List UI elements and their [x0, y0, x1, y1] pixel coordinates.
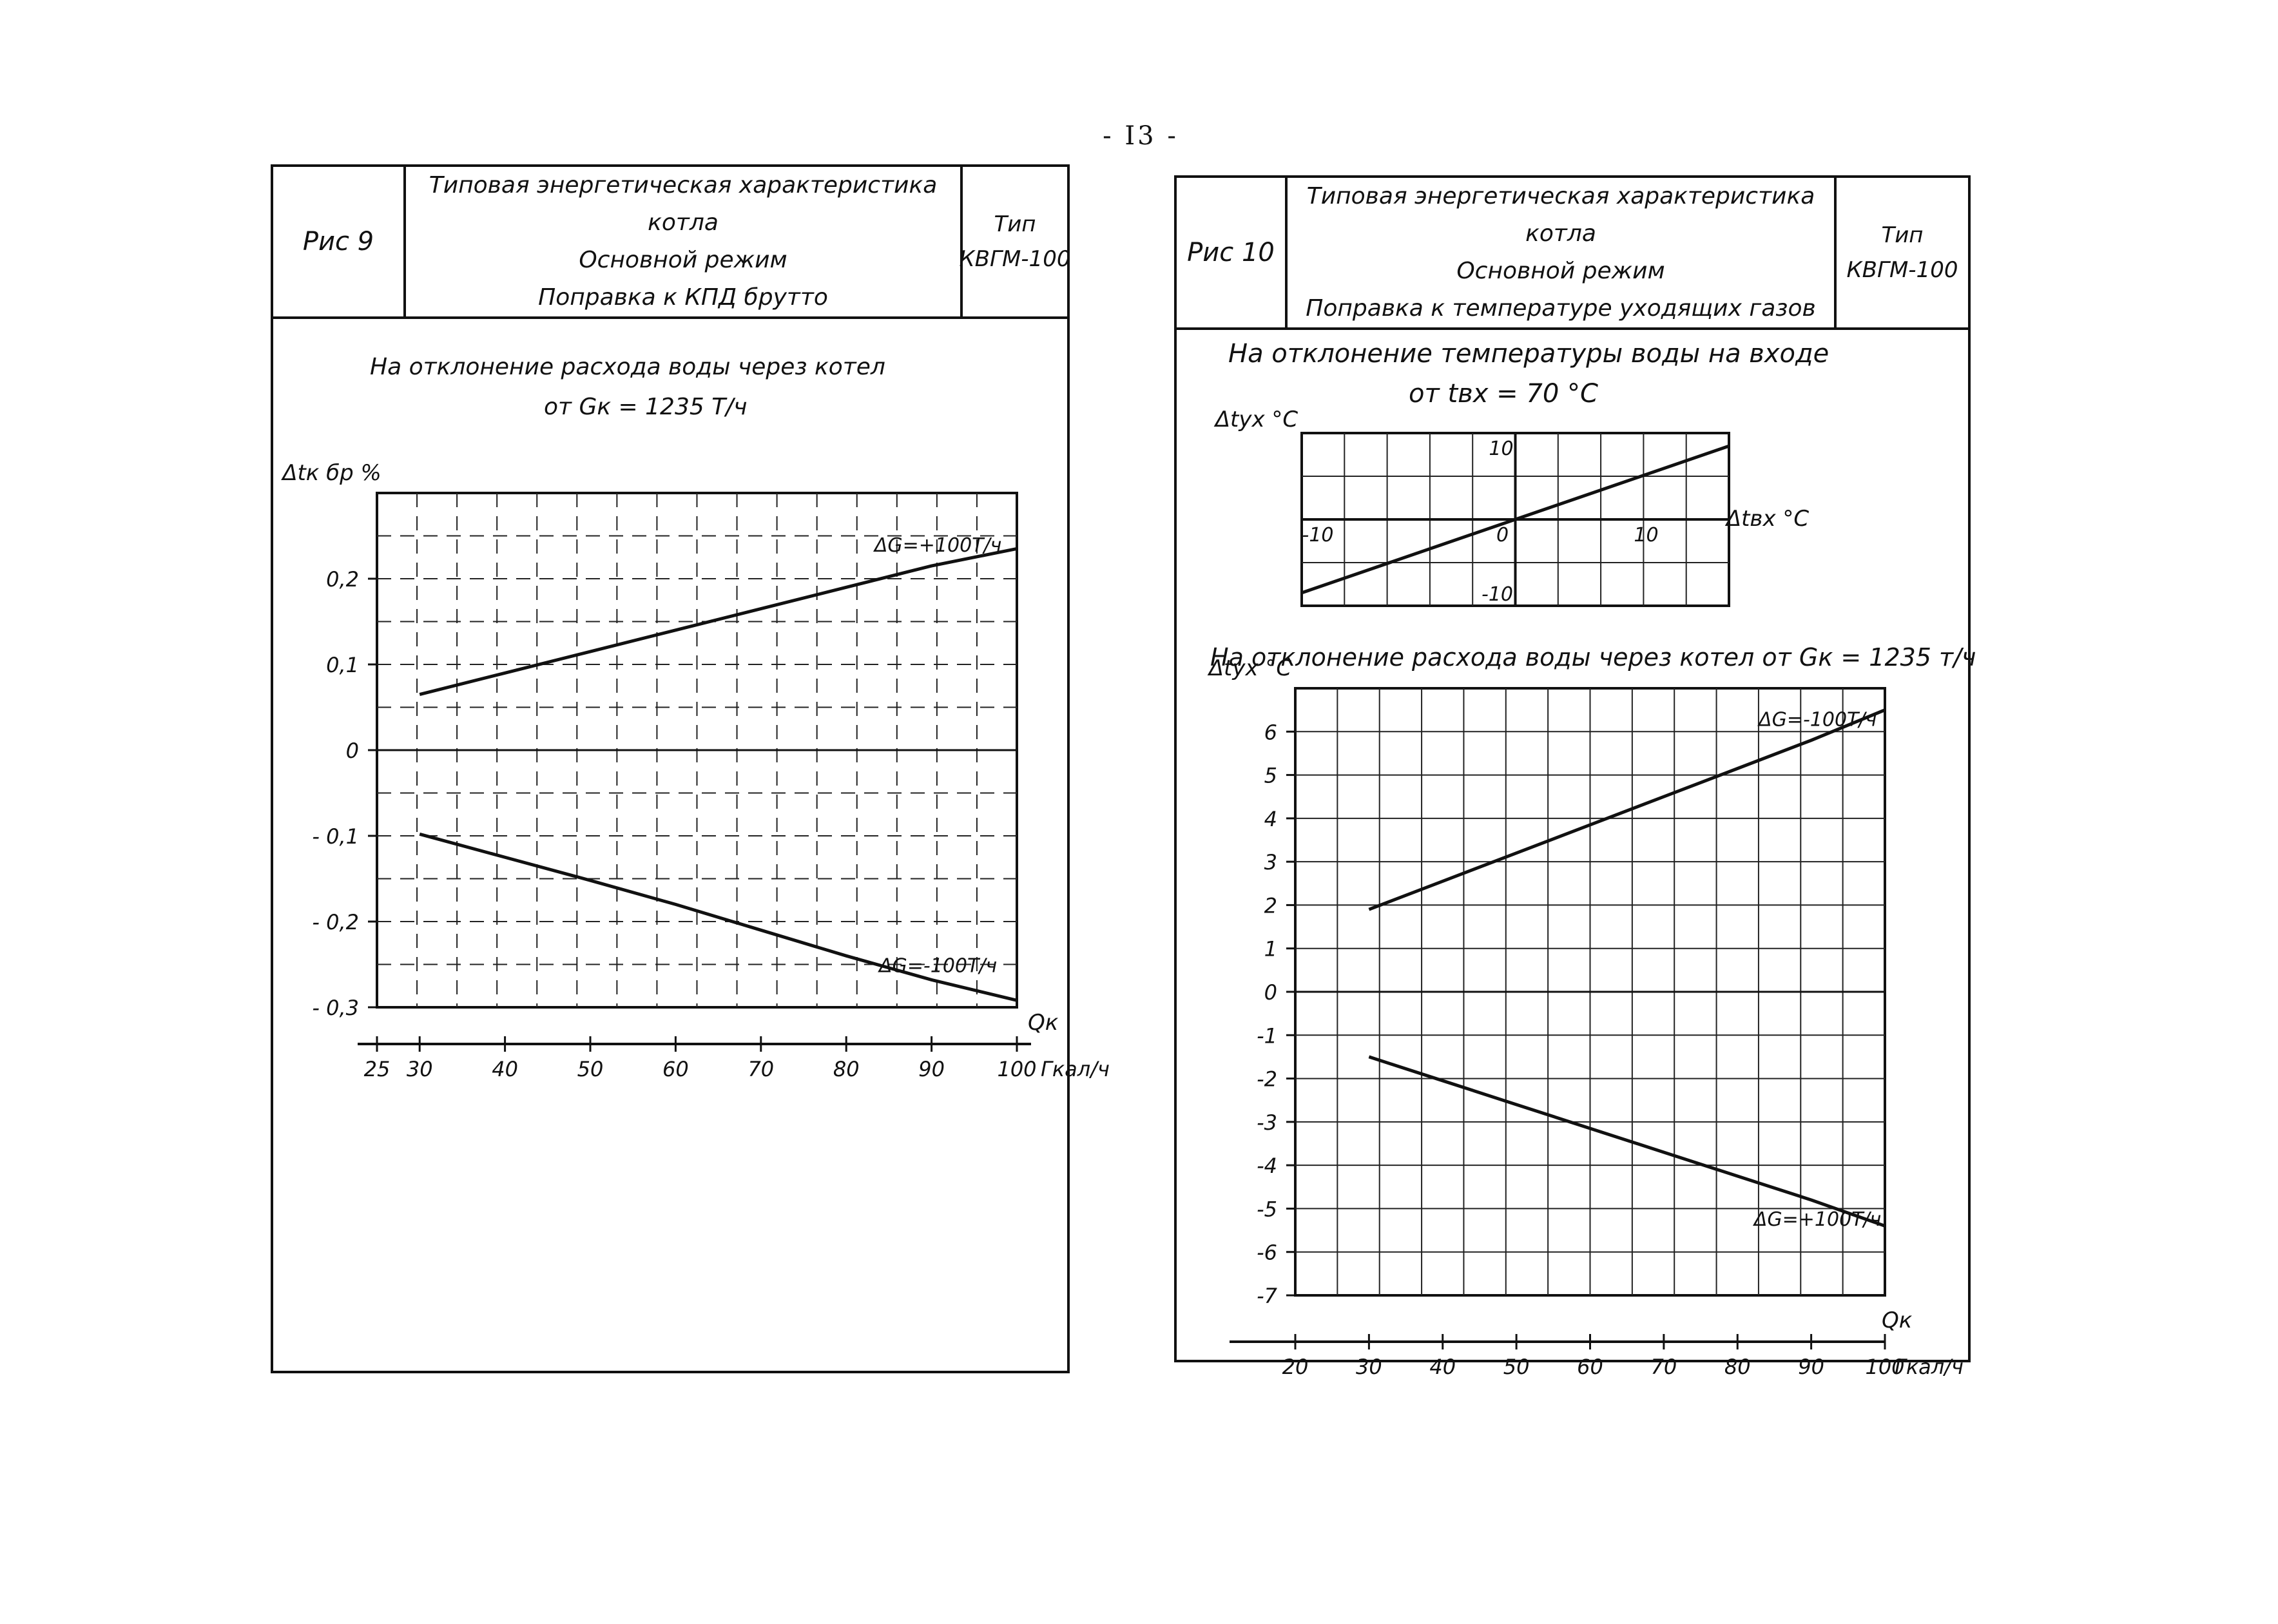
series-label: ΔG=+100Т/ч: [1753, 1208, 1881, 1231]
y-axis-label: Δtк бр %: [280, 460, 381, 486]
series-line: [1368, 1055, 1886, 1228]
page-number: - I3 -: [1103, 121, 1179, 151]
chart-caption-line: На отклонение температуры воды на входе: [1228, 339, 1829, 369]
series-line: [419, 546, 1018, 696]
x-tick-label: 30: [407, 1057, 433, 1081]
x-tick-label: 100: [997, 1057, 1036, 1081]
x-tick-label: 60: [662, 1057, 689, 1081]
chart-caption-line: На отклонение расхода воды через котел о…: [1210, 643, 1976, 672]
y-tick-label: 0: [346, 739, 359, 763]
x-tick-label: 50: [577, 1057, 604, 1081]
x-axis-label: Δtвх °С: [1724, 506, 1810, 532]
title-line: Основной режим: [1456, 258, 1665, 284]
title-block: Рис 9 Типовая энергетическая характерист…: [273, 167, 1071, 319]
x-tick-label: 40: [1429, 1355, 1456, 1379]
x-tick-label: 90: [1798, 1355, 1824, 1379]
title-block: Рис 10 Типовая энергетическая характерис…: [1177, 178, 1968, 330]
figure-number: Рис 9: [273, 167, 406, 316]
y-tick-label: -10: [1482, 583, 1513, 606]
y-tick-label: - 0,3: [312, 996, 359, 1020]
y-tick-label: - 0,1: [312, 824, 359, 849]
chart-caption-line: от Gк = 1235 Т/ч: [544, 394, 748, 420]
title-line: Поправка к температуре уходящих газов: [1306, 295, 1816, 322]
title-line: Основной режим: [579, 247, 787, 273]
x-tick-label: 80: [1724, 1355, 1751, 1379]
x-tick-label: 100: [1865, 1355, 1904, 1379]
y-tick-label: 2: [1264, 893, 1277, 918]
chart-caption-line: от tвх = 70 °С: [1409, 379, 1598, 409]
series-line: [1301, 444, 1730, 595]
type-line: КВГМ-100: [1846, 257, 1958, 283]
x-unit-label: Гкал/ч: [1895, 1355, 1964, 1379]
y-tick-label: 6: [1264, 720, 1277, 744]
figure-title: Типовая энергетическая характеристика ко…: [1288, 178, 1837, 327]
series-label: ΔG=-100Т/ч: [878, 954, 997, 977]
y-tick-label: -4: [1257, 1154, 1277, 1178]
boiler-type: Тип КВГМ-100: [1837, 178, 1968, 327]
x-tick-label: 70: [1651, 1355, 1677, 1379]
x-tick-label: 70: [748, 1057, 774, 1081]
x-tick-label: 10: [1634, 524, 1658, 546]
figure-title: Типовая энергетическая характеристика ко…: [406, 167, 963, 316]
x-tick-label: 50: [1503, 1355, 1530, 1379]
y-tick-label: 10: [1489, 438, 1513, 460]
figure-number: Рис 10: [1177, 178, 1288, 327]
type-line: Тип: [1881, 222, 1924, 248]
y-tick-label: 0,2: [326, 567, 359, 592]
type-line: КВГМ-100: [959, 246, 1071, 272]
y-tick-label: 3: [1264, 850, 1277, 875]
x-tick-label: 30: [1356, 1355, 1382, 1379]
chart-caption-line: На отклонение расхода воды через котел: [370, 354, 885, 380]
y-tick-label: 1: [1264, 937, 1277, 962]
type-line: Тип: [994, 211, 1036, 237]
y-tick-label: 4: [1264, 807, 1277, 831]
figure-9-panel: Рис 9 Типовая энергетическая характерист…: [271, 164, 1070, 1373]
x-tick-label: 90: [918, 1057, 945, 1081]
x-axis-label: Qк: [1882, 1308, 1913, 1333]
x-tick-label: 20: [1282, 1355, 1309, 1379]
series-line: [419, 832, 1018, 1002]
figure-10-panel: Рис 10 Типовая энергетическая характерис…: [1174, 175, 1976, 1362]
title-line: Поправка к КПД брутто: [538, 284, 828, 311]
x-unit-label: Гкал/ч: [1041, 1057, 1110, 1081]
x-tick-label: -10: [1302, 524, 1334, 546]
y-tick-label: 5: [1264, 764, 1277, 788]
x-tick-label: 40: [492, 1057, 518, 1081]
y-tick-label: -5: [1257, 1197, 1277, 1221]
boiler-type: Тип КВГМ-100: [960, 167, 1071, 316]
y-tick-label: -3: [1257, 1110, 1277, 1135]
y-tick-label: -1: [1257, 1023, 1277, 1048]
y-tick-label: 0,1: [326, 653, 359, 677]
y-tick-label: -7: [1257, 1284, 1278, 1308]
y-tick-label: -2: [1257, 1067, 1277, 1092]
x-tick-label: 0: [1496, 524, 1509, 546]
y-tick-label: -6: [1257, 1241, 1277, 1265]
title-line: Типовая энергетическая характеристика ко…: [1306, 183, 1815, 247]
y-tick-label: 0: [1264, 980, 1277, 1005]
y-axis-label: Δtух °С: [1213, 407, 1298, 432]
series-line: [1368, 708, 1886, 911]
title-line: Типовая энергетическая характеристика ко…: [429, 172, 938, 236]
x-tick-label: 60: [1577, 1355, 1603, 1379]
y-axis-label: Δtух °С: [1207, 655, 1292, 681]
x-tick-label: 25: [364, 1057, 391, 1081]
x-axis-label: Qк: [1028, 1010, 1059, 1036]
series-label: ΔG=+100Т/ч: [873, 534, 1001, 557]
x-tick-label: 80: [833, 1057, 860, 1081]
y-tick-label: - 0,2: [312, 910, 359, 934]
series-label: ΔG=-100Т/ч: [1757, 709, 1877, 731]
